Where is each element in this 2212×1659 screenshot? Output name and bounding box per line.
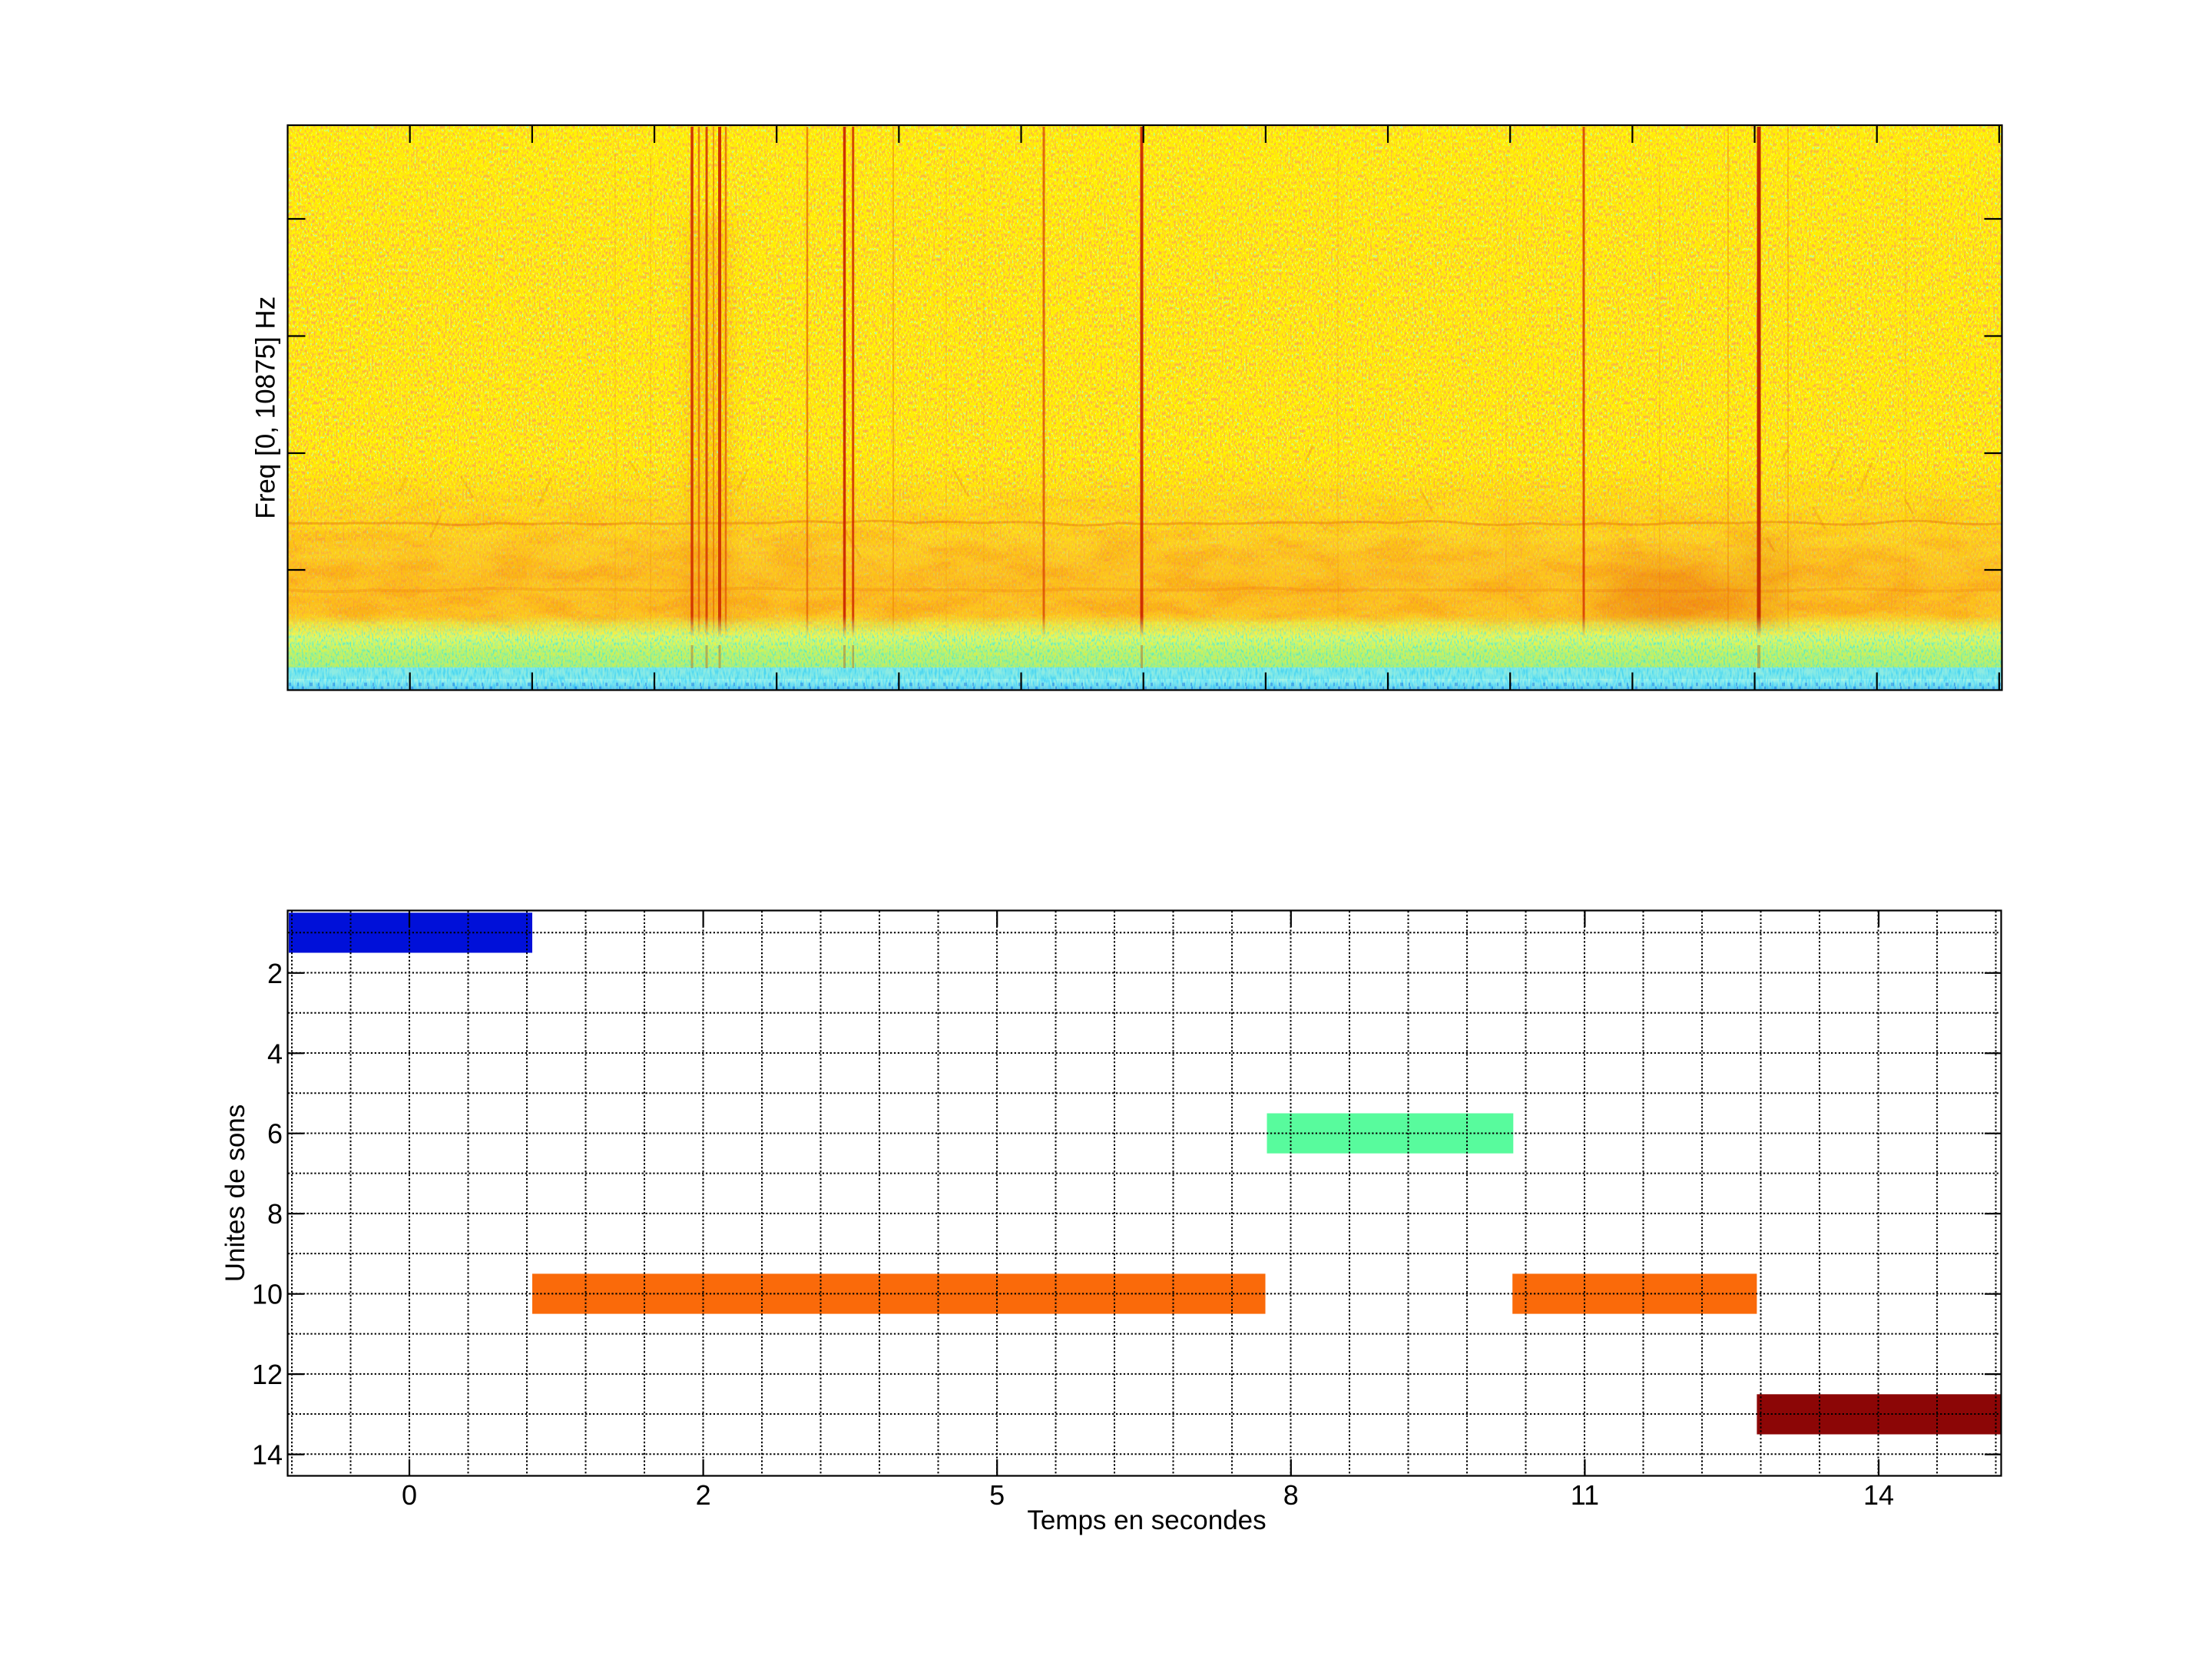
svg-text:2: 2: [267, 958, 283, 989]
svg-text:2: 2: [696, 1479, 711, 1511]
svg-text:Temps en secondes: Temps en secondes: [1027, 1505, 1266, 1535]
svg-text:8: 8: [267, 1198, 283, 1230]
svg-text:8: 8: [1283, 1479, 1299, 1511]
svg-text:11: 11: [1571, 1479, 1599, 1511]
svg-text:4: 4: [267, 1038, 283, 1069]
svg-text:0: 0: [402, 1479, 417, 1511]
svg-text:Unites de sons: Unites de sons: [220, 1104, 250, 1283]
svg-text:14: 14: [1863, 1479, 1894, 1511]
svg-text:6: 6: [267, 1118, 283, 1150]
svg-text:5: 5: [989, 1479, 1005, 1511]
svg-text:10: 10: [252, 1279, 283, 1310]
svg-text:14: 14: [252, 1439, 283, 1471]
svg-text:Freq [0, 10875] Hz: Freq [0, 10875] Hz: [251, 296, 281, 519]
svg-text:12: 12: [252, 1359, 283, 1390]
